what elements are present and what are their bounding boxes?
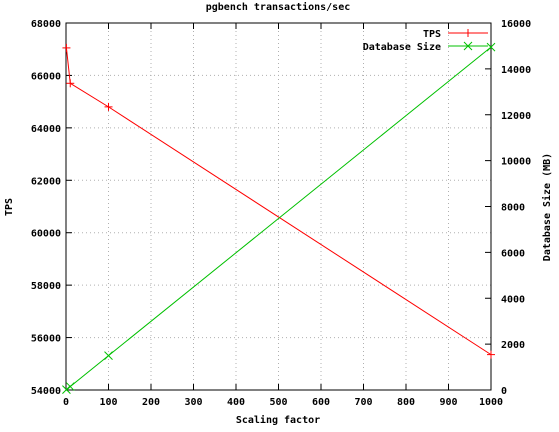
x-tick-label: 100 [99,397,117,408]
y2-tick-label: 12000 [501,111,531,122]
x-tick-label: 400 [227,397,245,408]
y-tick-label: 56000 [31,334,61,345]
x-tick-label: 300 [184,397,202,408]
data-point-tps [62,43,71,52]
legend-marker [463,41,473,51]
data-point-tps [487,350,495,359]
x-tick-label: 800 [397,397,415,408]
plot-frame [65,22,492,391]
y2-tick-label: 10000 [501,157,531,168]
data-point-tps [104,102,113,111]
series-line-database-size [66,46,492,391]
y-tick-label: 54000 [31,386,61,397]
y2-tick-label: 16000 [501,19,531,30]
y2-tick-label: 8000 [501,203,525,214]
legend-sample-tps [448,29,488,37]
data-point-database-size [104,351,113,360]
data-point-database-size [62,385,71,394]
legend-label-tps: TPS [423,29,441,40]
tick-layer: 0 100 200 300 400 500 600 700 800 900 1000 54000 560… [31,19,531,408]
x-tick-label: 900 [439,397,457,408]
y2-axis-label: Database Size (MB) [541,153,553,261]
x-tick-label: 1000 [479,397,503,408]
x-tick-label: 200 [142,397,160,408]
grid-layer [66,23,491,390]
y2-tick-label: 2000 [501,340,525,351]
series-layer [62,42,496,394]
chart-title: pgbench transactions/sec [206,1,351,13]
y-tick-label: 60000 [31,229,61,240]
y-axis-label: TPS [4,198,15,216]
x-axis-label: Scaling factor [236,414,320,426]
legend-sample-database-size [448,41,488,51]
data-point-database-size [486,42,496,52]
y-tick-label: 58000 [31,281,61,292]
data-point-database-size [65,382,75,391]
legend-marker [464,29,472,37]
x-tick-label: 700 [354,397,372,408]
y-tick-label: 66000 [31,71,61,82]
y2-tick-label: 6000 [501,248,525,259]
y2-tick-label: 14000 [501,65,531,76]
y-tick-label: 62000 [31,176,61,187]
legend-label-database-size: Database Size [363,41,441,53]
x-tick-label: 600 [312,397,330,408]
y-tick-label: 68000 [31,19,61,30]
x-tick-label: 0 [63,397,69,408]
y2-tick-label: 0 [501,386,507,397]
y2-tick-label: 4000 [501,294,525,305]
legend: TPS Database Size [363,29,488,53]
x-tick-label: 500 [269,397,287,408]
series-line-tps [65,47,492,356]
data-point-tps [66,79,75,88]
y-tick-label: 64000 [31,124,61,135]
